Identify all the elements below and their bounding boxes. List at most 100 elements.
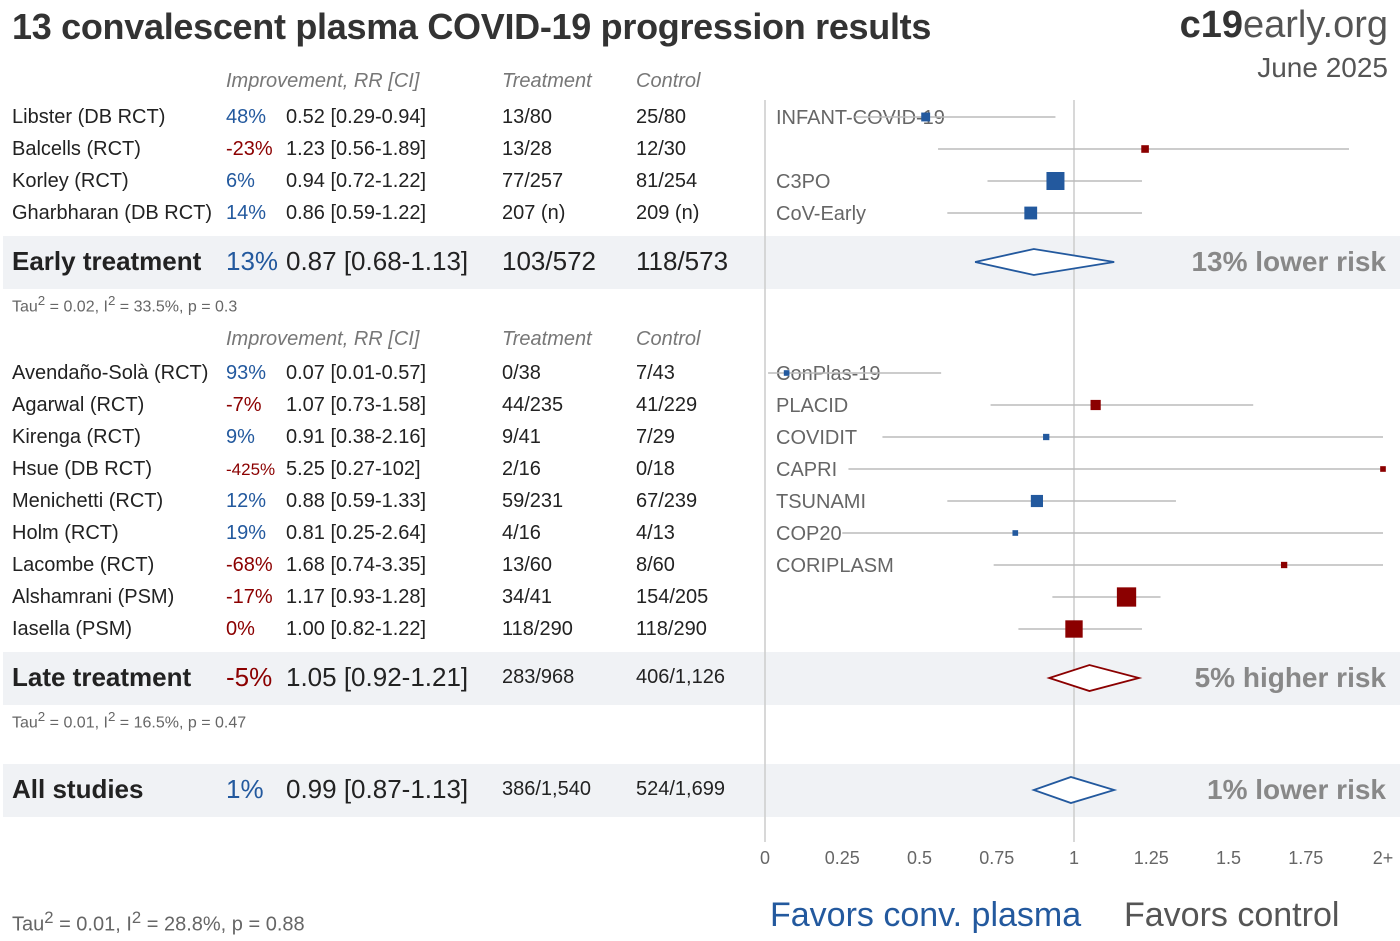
effect-marker bbox=[1141, 145, 1149, 153]
study-name: Lacombe (RCT) bbox=[12, 554, 155, 576]
study-rr-ci: 5.25 [0.27-102] bbox=[286, 458, 421, 480]
header-improvement: Improvement, RR [CI] bbox=[226, 70, 420, 92]
study-control: 209 (n) bbox=[636, 202, 700, 224]
study-control: 4/13 bbox=[636, 522, 675, 544]
stat-text: = 16.5%, p = 0.47 bbox=[115, 714, 247, 732]
study-treatment: 77/257 bbox=[502, 170, 564, 192]
study-rr-ci: 0.52 [0.29-0.94] bbox=[286, 106, 427, 128]
study-control: 7/43 bbox=[636, 362, 675, 384]
study-improvement: -17% bbox=[226, 586, 273, 608]
header-control: Control bbox=[636, 70, 701, 92]
study-treatment: 13/60 bbox=[502, 554, 553, 576]
trial-name: INFANT-COVID-19 bbox=[776, 107, 945, 129]
tick-label: 0.75 bbox=[979, 848, 1014, 868]
effect-marker bbox=[1046, 172, 1065, 190]
summary-improvement: 13% bbox=[226, 246, 279, 276]
study-improvement: 48% bbox=[226, 106, 267, 128]
study-rr-ci: 1.23 [0.56-1.89] bbox=[286, 138, 427, 160]
study-improvement: 19% bbox=[226, 522, 267, 544]
study-improvement: 14% bbox=[226, 202, 267, 224]
effect-marker bbox=[1280, 561, 1288, 569]
study-name: Hsue (DB RCT) bbox=[12, 458, 153, 480]
trial-name: TSUNAMI bbox=[776, 491, 866, 513]
tick-label: 1.75 bbox=[1288, 848, 1323, 868]
stat-text: = 0.01, I bbox=[45, 714, 108, 732]
trial-name: COVIDIT bbox=[776, 427, 857, 449]
stat-text: = 33.5%, p = 0.3 bbox=[115, 298, 238, 316]
study-improvement: 12% bbox=[226, 490, 267, 512]
superscript: 2 bbox=[37, 709, 46, 724]
study-control: 154/205 bbox=[636, 586, 709, 608]
study-name: Kirenga (RCT) bbox=[12, 426, 141, 448]
effect-marker bbox=[1043, 433, 1050, 441]
study-treatment: 0/38 bbox=[502, 362, 541, 384]
risk-label: 5% higher risk bbox=[1194, 662, 1386, 693]
heterogeneity-stats: Tau2 = 0.01, I2 = 16.5%, p = 0.47 bbox=[12, 709, 246, 732]
effect-marker bbox=[783, 370, 790, 376]
trial-name: C3PO bbox=[776, 171, 830, 193]
heterogeneity-stats: Tau2 = 0.01, I2 = 28.8%, p = 0.88 bbox=[12, 908, 305, 937]
study-control: 118/290 bbox=[636, 618, 707, 640]
superscript: 2 bbox=[107, 293, 116, 308]
trial-name: CoV-Early bbox=[776, 203, 866, 225]
page-title: 13 convalescent plasma COVID-19 progress… bbox=[12, 6, 932, 47]
trial-name: CAPRI bbox=[776, 459, 837, 481]
date-label: June 2025 bbox=[1257, 52, 1388, 83]
tick-label: 2+ bbox=[1373, 848, 1394, 868]
study-treatment: 207 (n) bbox=[502, 202, 566, 224]
study-rr-ci: 1.07 [0.73-1.58] bbox=[286, 394, 427, 416]
study-control: 7/29 bbox=[636, 426, 675, 448]
heterogeneity-stats: Tau2 = 0.02, I2 = 33.5%, p = 0.3 bbox=[12, 293, 237, 316]
effect-marker bbox=[921, 112, 931, 122]
study-improvement: 9% bbox=[226, 426, 255, 448]
summary-name: Early treatment bbox=[12, 246, 202, 276]
brand-rest: early.org bbox=[1242, 4, 1388, 46]
study-improvement: -23% bbox=[226, 138, 273, 160]
summary-diamond bbox=[974, 248, 1115, 276]
tau-label: Tau bbox=[12, 714, 38, 732]
study-name: Libster (DB RCT) bbox=[12, 106, 166, 128]
study-improvement: 93% bbox=[226, 362, 267, 384]
study-name: Alshamrani (PSM) bbox=[12, 586, 175, 608]
risk-label: 1% lower risk bbox=[1207, 774, 1386, 805]
study-rr-ci: 0.81 [0.25-2.64] bbox=[286, 522, 427, 544]
study-control: 0/18 bbox=[636, 458, 675, 480]
study-rr-ci: 0.88 [0.59-1.33] bbox=[286, 490, 427, 512]
study-rr-ci: 1.17 [0.93-1.28] bbox=[286, 586, 427, 608]
summary-name: All studies bbox=[12, 774, 144, 804]
favors-treatment-label: Favors conv. plasma bbox=[770, 896, 1082, 934]
tick-label: 0.25 bbox=[825, 848, 860, 868]
tick-label: 1.25 bbox=[1134, 848, 1169, 868]
header-treatment: Treatment bbox=[502, 70, 592, 92]
study-rr-ci: 0.91 [0.38-2.16] bbox=[286, 426, 427, 448]
tau-label: Tau bbox=[12, 913, 45, 936]
study-rr-ci: 1.68 [0.74-3.35] bbox=[286, 554, 427, 576]
tick-label: 1 bbox=[1069, 848, 1079, 868]
study-improvement: -7% bbox=[226, 394, 262, 416]
stat-text: = 0.02, I bbox=[45, 298, 108, 316]
summary-improvement: 1% bbox=[226, 774, 264, 804]
stat-text: = 28.8%, p = 0.88 bbox=[141, 913, 305, 936]
superscript: 2 bbox=[37, 293, 46, 308]
effect-marker bbox=[1012, 530, 1019, 536]
summary-band bbox=[3, 764, 1400, 817]
summary-rr-ci: 0.87 [0.68-1.13] bbox=[286, 246, 469, 276]
study-rr-ci: 0.86 [0.59-1.22] bbox=[286, 202, 427, 224]
study-improvement: -68% bbox=[226, 554, 273, 576]
study-improvement: 6% bbox=[226, 170, 255, 192]
summary-rr-ci: 1.05 [0.92-1.21] bbox=[286, 662, 469, 692]
study-control: 41/229 bbox=[636, 394, 698, 416]
study-treatment: 44/235 bbox=[502, 394, 564, 416]
favors-control-label: Favors control bbox=[1124, 896, 1340, 934]
summary-band bbox=[3, 236, 1400, 289]
summary-improvement: -5% bbox=[226, 662, 273, 692]
summary-control: 118/573 bbox=[636, 246, 729, 276]
summary-diamond bbox=[1046, 664, 1143, 692]
summary-control: 406/1,126 bbox=[636, 666, 725, 688]
summary-treatment: 103/572 bbox=[502, 246, 596, 276]
header-improvement: Improvement, RR [CI] bbox=[226, 328, 420, 350]
tick-label: 0.5 bbox=[907, 848, 932, 868]
study-treatment: 59/231 bbox=[502, 490, 564, 512]
study-name: Holm (RCT) bbox=[12, 522, 119, 544]
